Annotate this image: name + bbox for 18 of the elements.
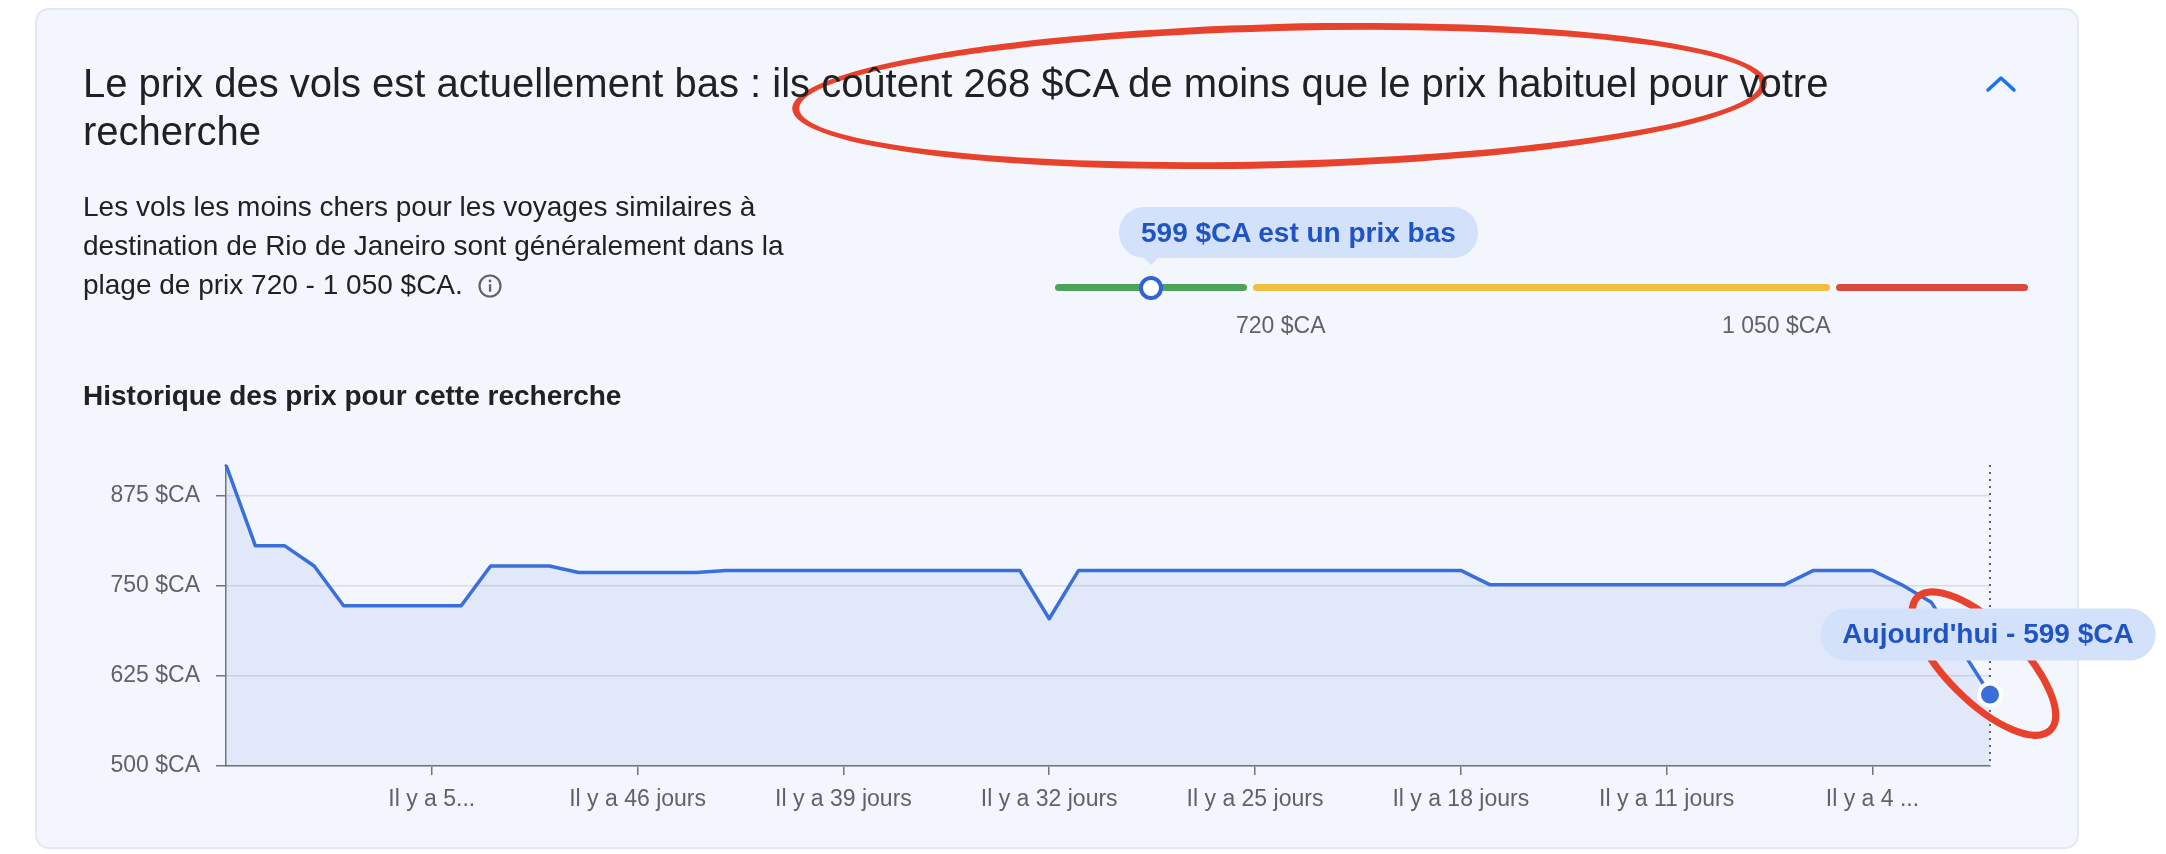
x-tick-label: Il y a 39 jours (775, 785, 912, 812)
x-tick-label: Il y a 11 jours (1599, 785, 1735, 812)
x-tick-label: Il y a 18 jours (1392, 785, 1530, 812)
y-tick-label: 750 $CA (110, 570, 201, 597)
text: 1 050 $CA (1722, 311, 1831, 339)
annotation: Aujourd'hui - 599 $CA (1842, 618, 2134, 650)
y-tick-label: 500 $CA (110, 751, 201, 778)
label-bubble: 599 $CA est un prix bas (1119, 207, 1478, 258)
text: Les vols les moins chers pour les voyages similaires à destination de Rio de Janeiro sont généralement dans la plage de prix 720 - 1 050 $CA. (83, 190, 785, 302)
x-tick-label: Il y a 5... (388, 785, 476, 812)
y-tick-label: 625 $CA (110, 661, 201, 688)
x-tick-label: Il y a 4 ... (1825, 785, 1920, 812)
chart-title: Historique des prix pour cette recherche (83, 379, 622, 413)
x-tick-label: Il y a 32 jours (980, 785, 1118, 812)
x-tick-label: Il y a 25 jours (1186, 785, 1324, 812)
y-tick-label: 875 $CA (110, 480, 201, 507)
text: 720 $CA (1236, 311, 1326, 339)
x-tick-label: Il y a 46 jours (569, 785, 706, 812)
